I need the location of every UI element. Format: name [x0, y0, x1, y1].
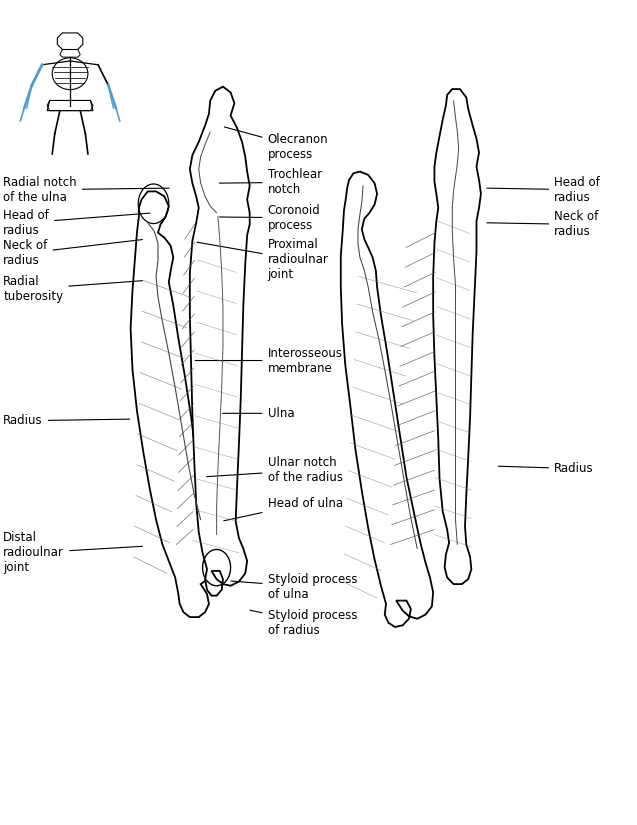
- Text: Neck of
radius: Neck of radius: [487, 210, 598, 238]
- Polygon shape: [57, 33, 83, 50]
- Text: Radius: Radius: [498, 462, 594, 475]
- Text: Proximal
radioulnar
joint: Proximal radioulnar joint: [197, 238, 329, 281]
- Text: Head of ulna: Head of ulna: [224, 497, 343, 521]
- Text: Radial
tuberosity: Radial tuberosity: [3, 275, 143, 303]
- Text: Styloid process
of radius: Styloid process of radius: [250, 609, 357, 637]
- Polygon shape: [131, 191, 222, 617]
- Text: Head of
radius: Head of radius: [487, 176, 600, 204]
- Text: Olecranon
process: Olecranon process: [224, 127, 328, 161]
- Text: Neck of
radius: Neck of radius: [3, 239, 143, 267]
- Text: Interosseous
membrane: Interosseous membrane: [195, 346, 343, 375]
- Polygon shape: [341, 172, 433, 627]
- Text: Coronoid
process: Coronoid process: [219, 204, 320, 232]
- Text: Radius: Radius: [3, 414, 130, 427]
- Text: Radial notch
of the ulna: Radial notch of the ulna: [3, 176, 169, 204]
- Text: Head of
radius: Head of radius: [3, 209, 150, 237]
- Text: Trochlear
notch: Trochlear notch: [219, 168, 322, 196]
- Text: Ulna: Ulna: [222, 407, 294, 420]
- Text: Distal
radioulnar
joint: Distal radioulnar joint: [3, 531, 143, 574]
- Polygon shape: [190, 87, 250, 596]
- Text: Styloid process
of ulna: Styloid process of ulna: [231, 573, 357, 601]
- Text: Ulnar notch
of the radius: Ulnar notch of the radius: [206, 456, 343, 484]
- Polygon shape: [433, 89, 481, 584]
